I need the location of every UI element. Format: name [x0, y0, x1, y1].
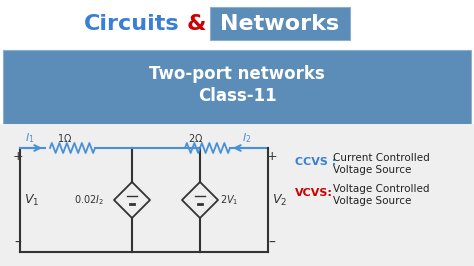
- Text: $2\Omega$: $2\Omega$: [188, 132, 203, 144]
- Text: Current Controlled: Current Controlled: [333, 153, 430, 163]
- Text: Class-11: Class-11: [198, 87, 276, 105]
- Text: $0.02I_2$: $0.02I_2$: [74, 193, 104, 207]
- Text: +: +: [13, 150, 23, 163]
- Text: $V_1$: $V_1$: [24, 192, 39, 207]
- Text: Voltage Source: Voltage Source: [333, 165, 411, 175]
- Text: Voltage Source: Voltage Source: [333, 196, 411, 206]
- FancyBboxPatch shape: [0, 124, 474, 266]
- Text: –: –: [15, 236, 21, 250]
- Text: $1\Omega$: $1\Omega$: [57, 132, 72, 144]
- Text: VCVS:: VCVS:: [295, 188, 333, 198]
- Text: $I_2$: $I_2$: [242, 131, 251, 145]
- Text: Circuits: Circuits: [84, 14, 180, 34]
- Text: –: –: [269, 236, 275, 250]
- FancyBboxPatch shape: [3, 50, 471, 124]
- Text: $V_2$: $V_2$: [272, 192, 287, 207]
- Text: +: +: [267, 150, 277, 163]
- Text: Networks: Networks: [220, 14, 339, 34]
- Text: Two-port networks: Two-port networks: [149, 65, 325, 83]
- FancyBboxPatch shape: [0, 0, 474, 48]
- Text: $2V_1$: $2V_1$: [220, 193, 238, 207]
- Text: CCVS :: CCVS :: [295, 157, 336, 167]
- Text: $I_1$: $I_1$: [25, 131, 35, 145]
- FancyBboxPatch shape: [210, 7, 350, 40]
- Text: Voltage Controlled: Voltage Controlled: [333, 184, 429, 194]
- Text: &: &: [186, 14, 206, 34]
